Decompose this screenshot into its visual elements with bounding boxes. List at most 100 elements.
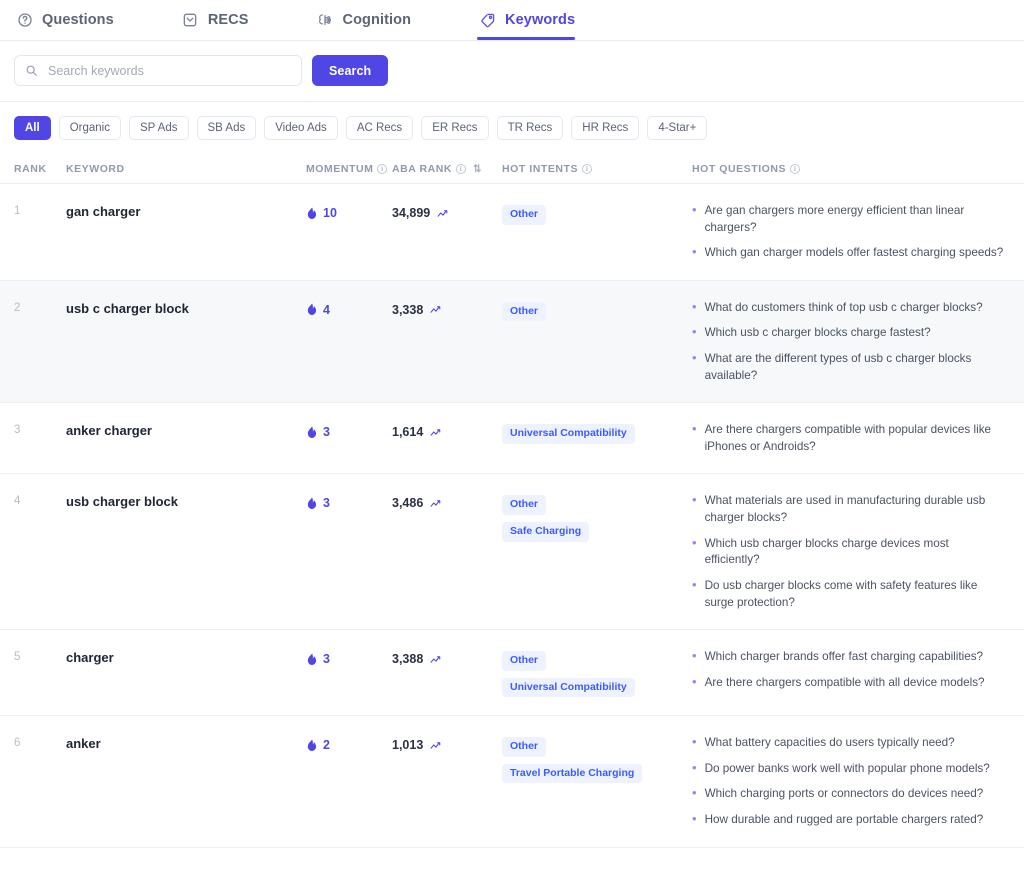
tab-keywords[interactable]: Keywords — [477, 0, 595, 40]
status-badge[interactable]: Other — [502, 737, 547, 757]
question-text: How durable and rugged are portable char… — [704, 813, 984, 827]
status-badge[interactable]: Other — [502, 495, 547, 516]
status-badge[interactable]: Universal Compatibility — [502, 677, 635, 698]
filter-chip-video-ads[interactable]: Video Ads — [264, 116, 338, 140]
search-input-wrapper[interactable] — [14, 55, 302, 86]
cell-momentum: 3 — [306, 492, 392, 510]
status-badge[interactable]: Other — [502, 205, 547, 225]
momentum-value: 3 — [323, 425, 330, 440]
cell-aba-rank: 3,388 — [392, 648, 502, 666]
list-item[interactable]: • What battery capacities do users typica… — [692, 735, 990, 752]
list-item[interactable]: • What materials are used in manufacturin… — [692, 493, 1006, 526]
filter-chip-hr-recs[interactable]: HR Recs — [571, 116, 640, 140]
list-item[interactable]: • Which usb charger blocks charge devices… — [692, 535, 1006, 569]
table-row[interactable]: 2 usb c charger block 4 3,338 Other — [0, 280, 1024, 404]
question-text: Are there chargers compatible with popul… — [704, 423, 992, 453]
aba-group: 34,899 — [392, 202, 450, 220]
tab-cognition[interactable]: Cognition — [315, 0, 432, 40]
search-button[interactable]: Search — [312, 55, 389, 86]
filter-chip-organic[interactable]: Organic — [58, 116, 121, 140]
list-item[interactable]: • Which usb c charger blocks charge faste… — [692, 325, 1006, 342]
list-item[interactable]: • Are there chargers compatible with popu… — [692, 422, 1006, 455]
filter-chip-all[interactable]: All — [14, 116, 51, 140]
column-header-rank-label: RANK — [14, 163, 47, 175]
question-text: Are there chargers compatible with all d… — [704, 675, 985, 689]
info-icon[interactable]: i — [377, 164, 388, 174]
keyword-value[interactable]: anker charger — [66, 423, 152, 439]
cell-hot-questions: • Which charger brands offer fast chargin… — [692, 648, 1024, 691]
keyword-value[interactable]: usb c charger block — [66, 300, 189, 316]
rank-value: 6 — [14, 737, 21, 750]
question-list: • Are gan chargers more energy efficient … — [692, 202, 1024, 262]
status-badge[interactable]: Universal Compatibility — [502, 424, 635, 444]
keyword-value[interactable]: usb charger block — [66, 494, 178, 510]
intent-badge-list: Other Safe Charging — [502, 492, 590, 542]
filter-chip-ac-recs[interactable]: AC Recs — [345, 116, 414, 140]
filter-chip-tr-recs[interactable]: TR Recs — [496, 116, 564, 140]
status-badge[interactable]: Other — [502, 301, 547, 322]
question-list: • Which charger brands offer fast chargin… — [692, 648, 1003, 691]
search-icon — [25, 64, 38, 77]
bullet-icon: • — [692, 298, 697, 314]
cell-hot-intents: Universal Compatibility — [502, 421, 692, 444]
list-item[interactable]: • Which charging ports or connectors do d… — [692, 786, 990, 803]
table-row[interactable]: 5 charger 3 3,388 Other Unive — [0, 630, 1024, 717]
list-item[interactable]: • How durable and rugged are portable cha… — [692, 812, 990, 829]
list-item[interactable]: • What are the different types of usb c c… — [692, 350, 1006, 384]
cell-keyword: usb c charger block — [66, 299, 306, 318]
cell-aba-rank: 3,486 — [392, 492, 502, 510]
filter-chip-er-recs[interactable]: ER Recs — [421, 116, 489, 140]
filter-chip-sp-ads[interactable]: SP Ads — [128, 116, 189, 140]
bullet-icon: • — [692, 734, 697, 750]
trend-up-icon — [430, 427, 443, 438]
filter-chip-4-star[interactable]: 4-Star+ — [647, 116, 708, 140]
question-list: • Are there chargers compatible with popu… — [692, 421, 1024, 455]
info-icon[interactable]: i — [456, 164, 467, 174]
momentum-group: 3 — [306, 648, 330, 666]
column-header-keyword-label: KEYWORD — [66, 163, 125, 175]
keyword-value[interactable]: anker — [66, 736, 101, 752]
column-header-hot-intents: HOT INTENTS i — [502, 163, 692, 175]
info-icon[interactable]: i — [790, 164, 801, 174]
table-row[interactable]: 1 gan charger 10 34,899 Other — [0, 184, 1024, 281]
info-icon[interactable]: i — [582, 164, 593, 174]
cell-rank: 6 — [0, 734, 66, 749]
momentum-group: 3 — [306, 492, 330, 510]
keyword-value[interactable]: charger — [66, 650, 114, 666]
question-list: • What materials are used in manufacturin… — [692, 492, 1024, 611]
question-text: What do customers think of top usb c cha… — [704, 300, 983, 314]
tab-questions[interactable]: Questions — [14, 0, 134, 40]
flame-icon — [306, 653, 317, 666]
intent-badge-list: Other — [502, 202, 547, 225]
list-item[interactable]: • Do usb charger blocks come with safety … — [692, 577, 1006, 611]
cell-hot-intents: Other Travel Portable Charging — [502, 734, 692, 784]
list-item[interactable]: • What do customers think of top usb c ch… — [692, 298, 1006, 317]
cell-keyword: charger — [66, 648, 306, 667]
status-badge[interactable]: Safe Charging — [502, 522, 590, 542]
momentum-group: 10 — [306, 202, 337, 220]
status-badge[interactable]: Travel Portable Charging — [502, 763, 643, 784]
list-item[interactable]: • Which charger brands offer fast chargin… — [692, 649, 985, 666]
list-item[interactable]: • Which gan charger models offer fastest … — [692, 245, 1006, 262]
table-row[interactable]: 6 anker 2 1,013 Other Travel — [0, 716, 1024, 848]
cell-rank: 1 — [0, 202, 66, 217]
cell-hot-questions: • What do customers think of top usb c ch… — [692, 299, 1024, 384]
intent-badge-list: Universal Compatibility — [502, 421, 635, 444]
filter-chip-sb-ads[interactable]: SB Ads — [196, 116, 257, 140]
column-header-hot-questions-label: HOT QUESTIONS — [692, 163, 787, 175]
tab-recs[interactable]: RECS — [180, 0, 269, 40]
sort-updown-icon[interactable]: ⇅ — [473, 163, 482, 175]
list-item[interactable]: • Do power banks work well with popular p… — [692, 760, 990, 778]
status-badge[interactable]: Other — [502, 651, 547, 671]
cell-hot-questions: • What materials are used in manufacturin… — [692, 492, 1024, 611]
bullet-icon: • — [692, 202, 697, 217]
keyword-value[interactable]: gan charger — [66, 204, 141, 219]
cell-momentum: 3 — [306, 648, 392, 666]
list-item[interactable]: • Are gan chargers more energy efficient … — [692, 202, 1006, 236]
question-text: What materials are used in manufacturing… — [704, 494, 986, 525]
list-item[interactable]: • Are there chargers compatible with all … — [692, 674, 985, 692]
table-row[interactable]: 3 anker charger 3 1,614 Universal Com — [0, 403, 1024, 475]
momentum-value: 4 — [323, 302, 330, 317]
table-row[interactable]: 4 usb charger block 3 3,486 Other — [0, 474, 1024, 631]
search-input[interactable] — [46, 62, 291, 79]
